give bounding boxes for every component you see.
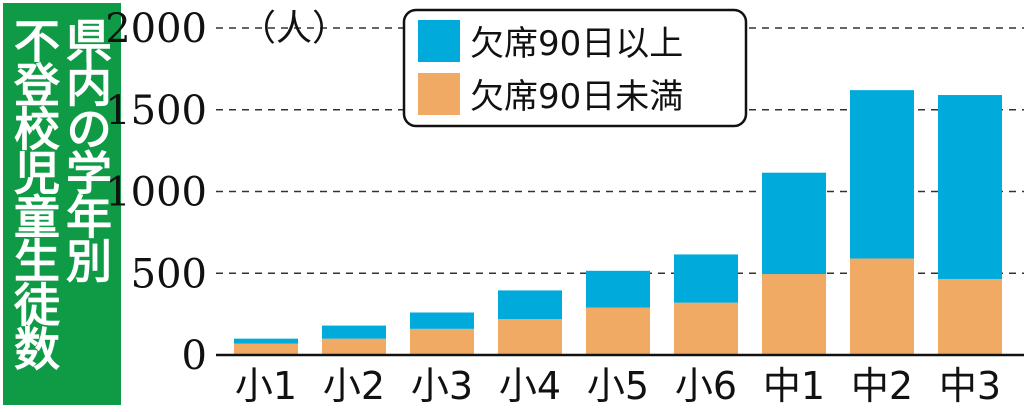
y-tick-1000: 1000 [105,170,207,216]
x-label-小3: 小3 [411,364,473,408]
bar-小4-over90 [498,290,562,320]
bar-小2-over90 [322,325,386,339]
bar-中2-under90 [850,258,914,355]
bar-小6-under90 [674,302,738,355]
bar-中3-under90 [938,278,1002,355]
legend-label-under90: 欠席90日未満 [470,77,683,117]
x-label-中3: 中3 [939,364,1001,408]
legend: 欠席90日以上 欠席90日未満 [402,8,748,128]
legend-swatch-over90 [418,20,460,62]
y-unit-label: （人） [240,8,348,49]
x-label-小1: 小1 [235,364,297,408]
y-tick-500: 500 [131,251,207,297]
bar-中3-over90 [938,95,1002,279]
y-tick-2000: 2000 [105,6,207,52]
legend-label-over90: 欠席90日以上 [470,24,683,64]
bar-小5-over90 [586,270,650,308]
bar-小3-over90 [410,312,474,329]
chart-title-line1: 県内の学年別 [59,17,113,281]
bar-小5-under90 [586,307,650,355]
bars [234,90,1002,355]
bar-小1-over90 [234,338,298,344]
legend-swatch-under90 [418,73,460,115]
bar-小4-under90 [498,319,562,355]
x-label-小4: 小4 [499,364,561,408]
bar-小6-over90 [674,254,738,303]
bar-小1-under90 [234,343,298,355]
title-panel: 県内の学年別 不登校児童生徒数 [3,3,121,405]
y-tick-labels: 0 500 1000 1500 2000 [105,6,207,379]
x-category-labels: 小1 小2 小3 小4 小5 小6 中1 中2 中3 [235,364,1001,408]
y-tick-0: 0 [182,333,207,379]
bar-中2-over90 [850,90,914,259]
x-label-中1: 中1 [763,364,825,408]
y-tick-1500: 1500 [105,88,207,134]
x-label-中2: 中2 [851,364,913,408]
legend-box [402,8,748,128]
bar-中1-over90 [762,172,826,275]
bar-小2-under90 [322,338,386,355]
chart-title-line2: 不登校児童生徒数 [7,17,61,369]
x-label-小5: 小5 [587,364,649,408]
x-label-小2: 小2 [323,364,385,408]
bar-中1-under90 [762,274,826,355]
bar-小3-under90 [410,328,474,355]
x-label-小6: 小6 [675,364,737,408]
